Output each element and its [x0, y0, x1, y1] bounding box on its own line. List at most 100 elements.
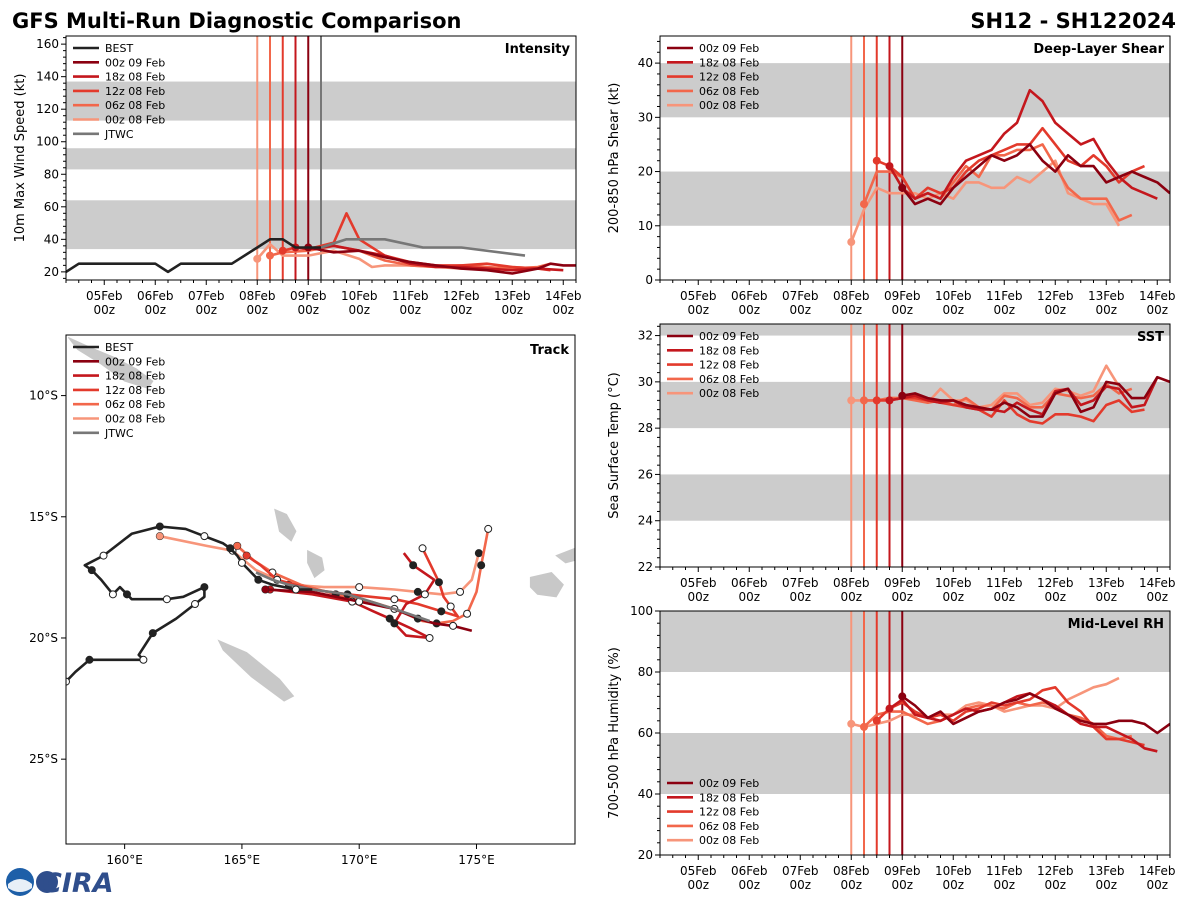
vanuatu-land-south — [307, 549, 325, 579]
track-position-marker — [155, 522, 164, 531]
track-init-marker — [156, 532, 164, 540]
track-ytick-label: 25°S — [29, 752, 58, 766]
intensity-ytick-label: 60 — [44, 200, 59, 214]
intensity-xtick-label: 07Feb — [188, 289, 225, 303]
legend-label: 18z 08 Feb — [699, 791, 759, 804]
shear-xtick-label: 11Feb — [986, 289, 1023, 303]
rh-xtick-label: 00z — [993, 878, 1015, 892]
rh-threshold-band — [660, 611, 1170, 672]
sst-init-marker — [872, 396, 881, 405]
track-position-marker — [463, 609, 472, 618]
shear-title: Deep-Layer Shear — [1033, 42, 1164, 57]
rh-init-marker — [898, 692, 907, 701]
track-position-marker — [200, 583, 209, 592]
rh-threshold-band — [660, 733, 1170, 794]
shear-ylabel: 200-850 hPa Shear (kt) — [607, 83, 622, 234]
fiji-vanua-levu-land — [555, 547, 575, 564]
rh-init-marker — [885, 704, 894, 713]
sst-threshold-band — [660, 324, 1170, 336]
legend-label: 00z 08 Feb — [699, 387, 759, 400]
track-position-marker — [291, 585, 300, 594]
rh-xtick-label: 00z — [687, 878, 709, 892]
track-position-marker — [474, 549, 483, 558]
rh-xtick-label: 11Feb — [986, 864, 1023, 878]
rh-init-marker — [847, 719, 856, 728]
legend-label: 06z 08 Feb — [105, 398, 165, 411]
rh-series-00z-08-feb — [851, 676, 1120, 729]
shear-ytick-label: 40 — [638, 56, 653, 70]
intensity-xtick-label: 00z — [501, 303, 523, 317]
track-position-marker — [425, 633, 434, 642]
intensity-xtick-label: 00z — [144, 303, 166, 317]
rh-xtick-label: 00z — [891, 878, 913, 892]
rh-xtick-label: 13Feb — [1088, 864, 1125, 878]
sst-xtick-label: 00z — [789, 590, 811, 604]
intensity-ytick-label: 140 — [36, 70, 59, 84]
rh-xtick-label: 12Feb — [1037, 864, 1074, 878]
track-ytick-label: 15°S — [29, 510, 58, 524]
shear-series-12z-08-feb — [876, 126, 1146, 200]
shear-xtick-label: 00z — [993, 303, 1015, 317]
shear-xtick-label: 13Feb — [1088, 289, 1125, 303]
legend-label: 12z 08 Feb — [699, 806, 759, 819]
track-title: Track — [530, 343, 569, 358]
intensity-xtick-label: 10Feb — [341, 289, 378, 303]
sst-xtick-label: 10Feb — [935, 576, 972, 590]
legend-label: 00z 08 Feb — [105, 114, 165, 127]
sst-xtick-label: 00z — [1095, 590, 1117, 604]
shear-init-marker — [898, 183, 907, 192]
sst-xtick-label: 00z — [891, 590, 913, 604]
intensity-xtick-label: 09Feb — [290, 289, 327, 303]
sst-xtick-label: 00z — [840, 590, 862, 604]
legend-label: 00z 08 Feb — [105, 413, 165, 426]
legend-label: 18z 08 Feb — [105, 71, 165, 84]
shear-xtick-label: 09Feb — [884, 289, 921, 303]
shear-threshold-band — [660, 63, 1170, 118]
track-position-marker — [409, 561, 418, 570]
legend-label: 00z 08 Feb — [699, 99, 759, 112]
sst-xtick-label: 00z — [1044, 590, 1066, 604]
intensity-xtick-label: 14Feb — [545, 289, 582, 303]
sst-xtick-label: 00z — [738, 590, 760, 604]
shear-plot-area — [660, 36, 1170, 280]
legend-label: 06z 08 Feb — [105, 99, 165, 112]
track-plot-area — [66, 335, 575, 844]
intensity-ytick-label: 100 — [36, 135, 59, 149]
rh-ytick-label: 20 — [638, 848, 653, 862]
rh-xtick-label: 00z — [942, 878, 964, 892]
rh-xtick-label: 00z — [840, 878, 862, 892]
shear-init-marker — [860, 200, 868, 209]
legend-label: 12z 08 Feb — [699, 359, 759, 372]
shear-ytick-label: 0 — [645, 273, 653, 287]
rh-series-18z-08-feb — [888, 692, 1158, 753]
sst-series-00z-09-feb — [902, 375, 1170, 418]
legend-label: 06z 08 Feb — [699, 820, 759, 833]
sst-xtick-label: 11Feb — [986, 576, 1023, 590]
shear-xtick-label: 00z — [1095, 303, 1117, 317]
sst-xtick-label: 00z — [942, 590, 964, 604]
shear-series-00z-09-feb — [901, 143, 1170, 206]
fiji-land — [529, 571, 564, 598]
track-position-marker — [148, 629, 157, 638]
rh-xtick-label: 10Feb — [935, 864, 972, 878]
rh-xtick-label: 08Feb — [833, 864, 870, 878]
shear-panel: 01020304005Feb00z06Feb00z07Feb00z08Feb00… — [607, 35, 1176, 317]
track-position-marker — [355, 583, 364, 592]
track-series-12z-08-feb — [245, 547, 460, 618]
solomon-islands-land — [67, 336, 154, 389]
shear-xtick-label: 00z — [1146, 303, 1168, 317]
intensity-init-marker — [253, 254, 262, 263]
legend-label: 00z 08 Feb — [699, 834, 759, 847]
sst-series-18z-08-feb — [889, 376, 1159, 416]
track-position-marker — [390, 595, 399, 604]
track-position-marker — [418, 544, 427, 553]
shear-series-18z-08-feb — [888, 88, 1158, 200]
track-xtick-label: 170°E — [341, 853, 378, 867]
sst-xtick-label: 00z — [993, 590, 1015, 604]
shear-xtick-label: 00z — [687, 303, 709, 317]
